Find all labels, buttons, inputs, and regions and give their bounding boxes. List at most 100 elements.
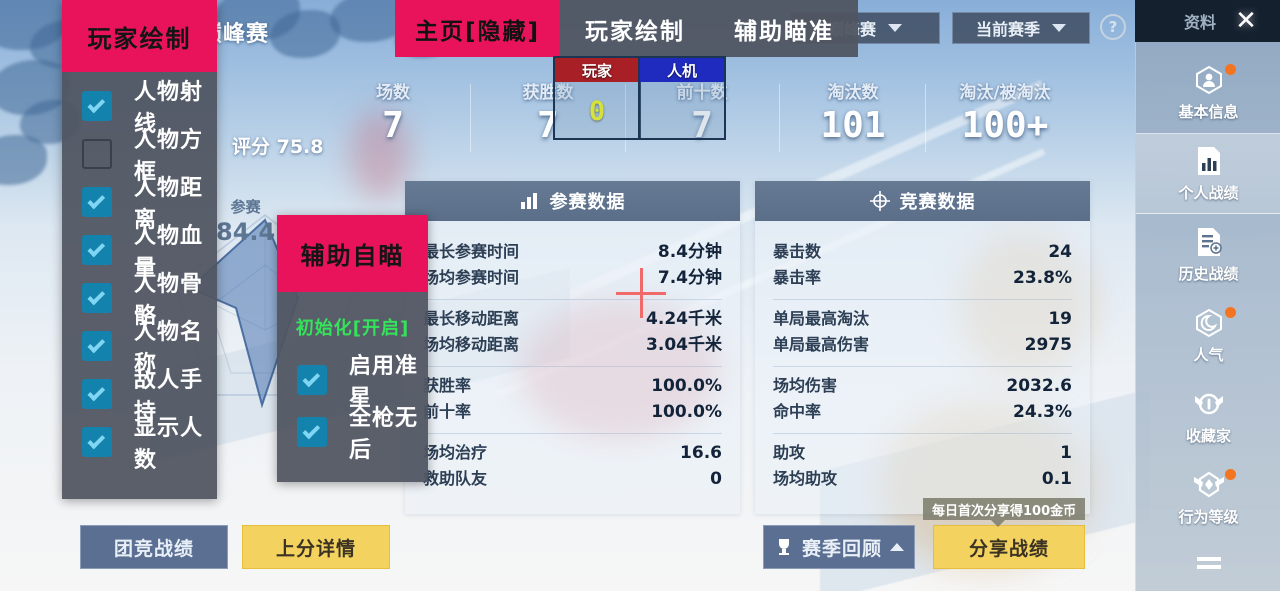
trophy-icon xyxy=(778,539,789,555)
sidebar-item-history-record[interactable]: 历史战绩 xyxy=(1136,214,1280,295)
stat-row: 场均移动距离 3.04千米 xyxy=(423,332,722,358)
sidebar-item-behavior-level[interactable]: 行为等级 xyxy=(1136,457,1280,538)
card-title: 竞赛数据 xyxy=(899,192,976,213)
share-record-label: 分享战绩 xyxy=(968,537,1049,560)
close-icon[interactable]: ✕ xyxy=(1235,6,1257,36)
crosshair-icon xyxy=(869,191,890,211)
notification-dot xyxy=(1225,307,1236,318)
radar-axis-label: 参赛 84.4 xyxy=(216,198,275,247)
stat-divider xyxy=(925,84,926,152)
stat-key: 最长参赛时间 xyxy=(423,242,520,261)
right-sidebar: 资料 ✕ 基本信息 xyxy=(1135,0,1280,591)
stat-label: 淘汰数 xyxy=(827,83,879,103)
option-row-character-hp[interactable]: 人物血量 xyxy=(62,224,217,281)
stat-val: 0 xyxy=(710,469,722,489)
stat-row: 前十率 100.0% xyxy=(423,399,722,425)
checkbox-enemy-weapon[interactable] xyxy=(82,379,112,409)
stat-val: 24.3% xyxy=(1013,402,1072,422)
stat-row: 场均助攻 0.1 xyxy=(773,466,1072,492)
help-icon[interactable]: ? xyxy=(1100,14,1126,40)
radar-value: 84.4 xyxy=(216,217,276,246)
sidebar-item-label: 个人战绩 xyxy=(1178,184,1239,202)
sidebar-item-label: 行为等级 xyxy=(1178,508,1239,526)
stat-key: 最长移动距离 xyxy=(423,309,520,328)
sidebar-item-basic-info[interactable]: 基本信息 xyxy=(1136,52,1280,133)
stat-key: 场均参赛时间 xyxy=(423,268,520,287)
option-row-enable-crosshair[interactable]: 启用准星 xyxy=(277,354,428,411)
option-row-character-distance[interactable]: 人物距离 xyxy=(62,176,217,233)
aim-init-status-text: 初始化[开启] xyxy=(295,318,410,339)
checkbox-no-recoil[interactable] xyxy=(297,417,327,447)
option-row-enemy-weapon[interactable]: 敌人手持 xyxy=(62,368,217,425)
option-row-character-skeleton[interactable]: 人物骨骼 xyxy=(62,272,217,329)
chevron-down-icon xyxy=(1052,24,1066,32)
aim-crosshair xyxy=(616,268,666,318)
stat-divider xyxy=(625,84,626,152)
stat-val: 0.1 xyxy=(1041,469,1072,489)
team-record-button[interactable]: 团竞战绩 xyxy=(80,525,228,569)
stat-key: 获胜率 xyxy=(423,376,472,395)
stat-value: 100+ xyxy=(961,105,1049,146)
option-label: 人物方框 xyxy=(134,128,204,185)
counter-bot: 人机 xyxy=(638,56,726,140)
stat-group: 最长参赛时间 8.4分钟 场均参赛时间 7.4分钟 xyxy=(423,233,722,299)
stat-key: 场均伤害 xyxy=(773,376,838,395)
stat-val: 19 xyxy=(1048,309,1072,329)
stat-key: 救助队友 xyxy=(423,469,488,488)
sidebar-item-personal-record[interactable]: 个人战绩 xyxy=(1136,133,1280,214)
overlay-tabbar: 主页[隐藏] 玩家绘制 辅助瞄准 xyxy=(395,0,858,57)
chart-doc-icon xyxy=(1192,144,1226,178)
stat-group: 单局最高淘汰 19 单局最高伤害 2975 xyxy=(773,299,1072,366)
checkbox-character-line[interactable] xyxy=(82,91,112,121)
checkbox-character-name[interactable] xyxy=(82,331,112,361)
option-row-no-recoil[interactable]: 全枪无后 xyxy=(277,406,428,463)
card-title: 参赛数据 xyxy=(549,192,626,213)
stat-row: 助攻 1 xyxy=(773,440,1072,466)
share-record-button[interactable]: 分享战绩 xyxy=(933,525,1085,569)
rose-hex-icon xyxy=(1192,306,1226,340)
team-record-label: 团竞战绩 xyxy=(113,537,194,560)
checkbox-character-skeleton[interactable] xyxy=(82,283,112,313)
stat-val: 23.8% xyxy=(1013,268,1072,288)
foliage-decoration xyxy=(270,10,340,58)
stat-group: 助攻 1 场均助攻 0.1 xyxy=(773,433,1072,500)
badge-wing-icon xyxy=(1192,468,1226,502)
option-row-character-name[interactable]: 人物名称 xyxy=(62,320,217,377)
tab-player-draw[interactable]: 玩家绘制 xyxy=(560,0,710,57)
stat-val: 16.6 xyxy=(680,443,722,463)
panel-player-draw-title: 玩家绘制 xyxy=(62,0,217,72)
game-top-bar: 巅峰赛 巅峰赛 当前赛季 ? xyxy=(0,0,1135,56)
checkbox-character-hp[interactable] xyxy=(82,235,112,265)
option-row-character-line[interactable]: 人物射线 xyxy=(62,80,217,137)
checkbox-character-distance[interactable] xyxy=(82,187,112,217)
stat-val: 2032.6 xyxy=(1006,376,1072,396)
option-label: 人物血量 xyxy=(134,224,204,281)
stat-group: 场均治疗 16.6 救助队友 0 xyxy=(423,433,722,500)
sidebar-item-popularity[interactable]: 人气 xyxy=(1136,295,1280,376)
counter-player-label: 玩家 xyxy=(555,58,639,82)
option-row-character-box[interactable]: 人物方框 xyxy=(62,128,217,185)
chevron-up-icon xyxy=(890,543,904,551)
chevron-down-icon xyxy=(888,24,902,32)
season-dropdown[interactable]: 当前赛季 xyxy=(952,12,1090,44)
season-review-button[interactable]: 赛季回顾 xyxy=(763,525,915,569)
stat-row: 获胜率 100.0% xyxy=(423,373,722,399)
option-row-show-count[interactable]: 显示人数 xyxy=(62,416,217,473)
sidebar-item-label: 基本信息 xyxy=(1178,103,1239,121)
more-menu-icon[interactable] xyxy=(1136,538,1280,588)
option-label: 人物射线 xyxy=(134,80,204,137)
stat-row: 最长移动距离 4.24千米 xyxy=(423,306,722,332)
checkbox-character-box[interactable] xyxy=(82,139,112,169)
stat-key: 单局最高伤害 xyxy=(773,335,870,354)
option-label: 敌人手持 xyxy=(134,368,204,425)
sidebar-item-collector[interactable]: 收藏家 xyxy=(1136,376,1280,457)
tab-home[interactable]: 主页[隐藏] xyxy=(395,0,560,57)
stat-val: 24 xyxy=(1048,242,1072,262)
rank-details-button[interactable]: 上分详情 xyxy=(242,525,390,569)
checkbox-enable-crosshair[interactable] xyxy=(297,365,327,395)
card-body: 暴击数 24 暴击率 23.8% 单局最高淘汰 19 单局最高伤害 2975 xyxy=(755,221,1090,514)
checkbox-show-count[interactable] xyxy=(82,427,112,457)
tab-aim-assist[interactable]: 辅助瞄准 xyxy=(710,0,858,57)
card-match-data: 参赛数据 最长参赛时间 8.4分钟 场均参赛时间 7.4分钟 最长移动距离 4.… xyxy=(405,181,740,514)
panel-title-text: 玩家绘制 xyxy=(87,24,192,53)
